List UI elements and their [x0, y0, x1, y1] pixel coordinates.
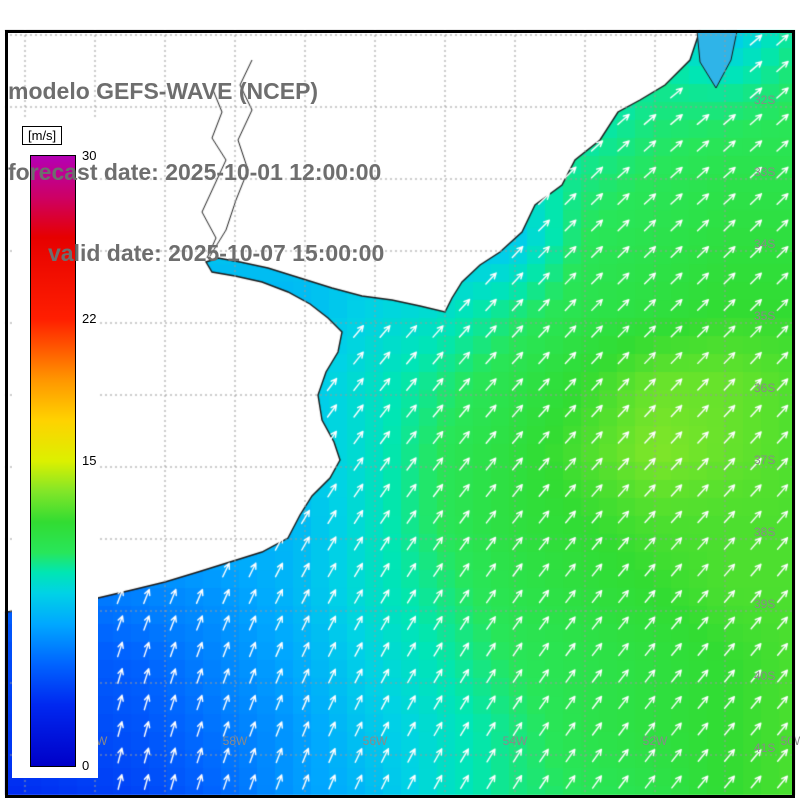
- colorbar-tick-label: 15: [82, 453, 97, 468]
- forecast-date-label: forecast date: 2025-10-01 12:00:00: [8, 159, 382, 185]
- model-title: modelo GEFS-WAVE (NCEP): [8, 78, 319, 104]
- valid-date-label: valid date: 2025-10-07 15:00:00: [48, 240, 385, 266]
- colorbar-panel: [m/s] 30 22 15 0: [12, 118, 98, 778]
- colorbar-unit-label: [m/s]: [22, 126, 63, 145]
- colorbar-tick-label: 30: [82, 148, 97, 163]
- colorbar-tick-label: 22: [82, 311, 97, 326]
- title-block: modelo GEFS-WAVE (NCEP) forecast date: 2…: [8, 24, 384, 321]
- colorbar-gradient: [30, 155, 76, 767]
- colorbar-tick-label: 0: [82, 758, 90, 773]
